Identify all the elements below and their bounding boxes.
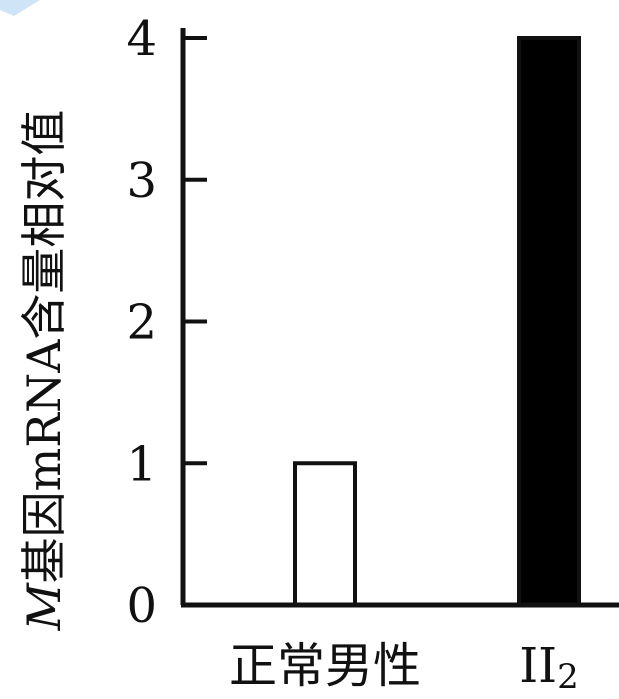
corner-accent-decoration — [0, 0, 40, 16]
y-axis-title: M基因mRNA含量相对值 — [17, 110, 71, 632]
y-ticks: 0 1 2 3 4 — [126, 11, 207, 634]
x-tick-label: 正常男性 — [229, 638, 421, 694]
y-tick-label: 4 — [126, 11, 157, 67]
bars — [293, 36, 581, 607]
bar-1 — [293, 461, 357, 607]
y-tick-label: 1 — [126, 436, 157, 492]
y-tick-label: 2 — [126, 295, 157, 351]
x-tick-labels: 正常男性 II2 — [229, 638, 579, 697]
x-tick-label: II2 — [519, 638, 579, 694]
y-axis-title-rest: 基因mRNA含量相对值 — [17, 110, 71, 584]
y-tick-label: 0 — [126, 578, 157, 634]
y-axis-title-italic: M — [17, 581, 71, 631]
bar-2 — [517, 36, 581, 607]
y-tick-label: 3 — [126, 153, 157, 209]
